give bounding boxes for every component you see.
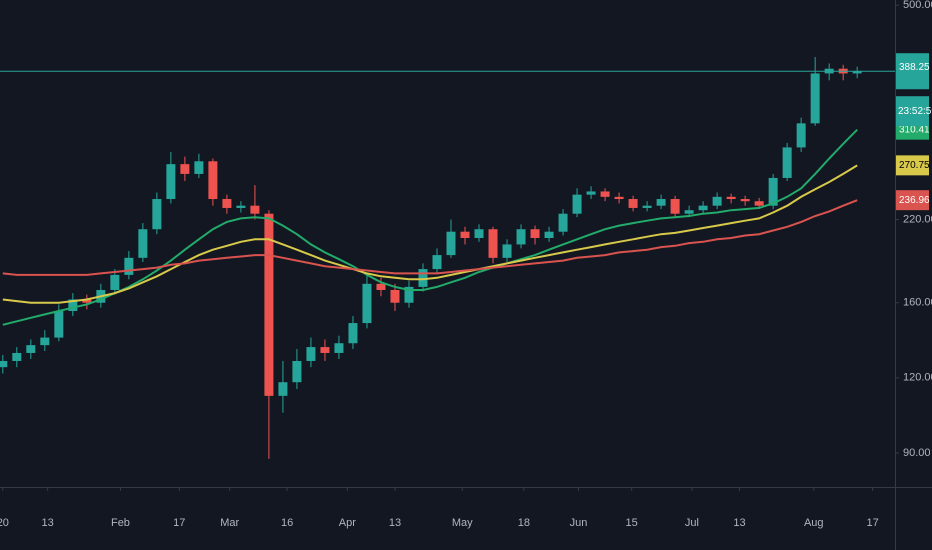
x-tick-label: 13 [389,517,401,529]
candle-body [586,191,596,195]
candle-body [418,269,428,287]
candle-body [40,337,50,346]
x-tick-label: 17 [173,517,185,529]
candle-body [194,161,204,174]
candle-body [656,199,666,206]
candle-body [516,229,526,245]
plot-area [0,56,862,459]
candle-body [320,347,330,353]
countdown-box [896,96,929,127]
moving-average-line [2,164,858,304]
candle-body [138,229,148,258]
candle-body [208,161,218,200]
candle-body [334,343,344,353]
candle-body [348,323,358,344]
candle-body [474,229,484,238]
candle-body [26,345,36,353]
x-tick-label: Jul [685,517,699,529]
candle-body [544,231,554,238]
candle-body [68,299,78,312]
candle-body [768,177,778,206]
series-price-label-box [896,155,929,176]
x-tick-label: 18 [518,517,530,529]
y-tick-label: 90.00 [903,447,931,459]
candle-body [446,231,456,256]
candle-body [362,283,372,324]
x-tick-label: 17 [866,517,878,529]
candle-body [166,164,176,200]
candle-body [614,196,624,200]
candle-body [292,360,302,383]
candle-body [810,73,820,124]
candle-body [54,311,64,338]
candle-body [152,199,162,230]
last-price-label-box [896,53,929,90]
candle-body [740,199,750,202]
candle-body [12,352,22,361]
candle-body [390,289,400,303]
x-tick-label: 15 [626,517,638,529]
candle-body [460,231,470,238]
candle-body [0,360,8,368]
candle-body [82,299,92,303]
x-tick-label: Jun [570,517,588,529]
series-price-label: 310.41 [899,124,930,135]
candle-body [642,205,652,208]
y-tick-label: 220.00 [903,213,932,225]
candle-body [222,199,232,208]
series-price-label: 270.75 [899,160,930,171]
y-tick-label: 160.00 [903,297,932,309]
x-tick-label: 16 [281,517,293,529]
candle-body [278,382,288,396]
candle-body [306,347,316,361]
x-tick-label: Mar [220,517,239,529]
candle-body [180,164,190,174]
x-tick-label: 20 [0,517,9,529]
candle-body [600,191,610,197]
y-tick-label: 120.00 [903,372,932,384]
x-tick-label: May [452,517,473,529]
last-price-label: 388.25 [899,62,930,73]
candle-body [628,199,638,208]
x-tick-label: Aug [804,517,824,529]
candle-body [502,244,512,258]
candle-body [712,196,722,206]
countdown-label: 23:52:59 [898,106,932,117]
candle-body [250,205,260,214]
candle-body [670,199,680,214]
candle-body [572,194,582,214]
candle-body [698,205,708,211]
moving-average-line [2,199,858,276]
candle-body [726,196,736,200]
x-tick-label: 13 [733,517,745,529]
candle-body [124,257,134,275]
candle-body [796,123,806,148]
candle-body [236,205,246,208]
x-tick-label: 13 [41,517,53,529]
candle-body [432,255,442,270]
series-price-label: 236.96 [899,195,930,206]
candle-body [404,286,414,303]
candle-body [264,213,274,396]
moving-average-line [2,128,858,326]
candle-body [684,210,694,214]
candle-body [754,201,764,206]
candle-body [852,71,862,74]
series-price-label-box [896,190,929,211]
x-tick-label: Feb [111,517,130,529]
candle-body [110,274,120,290]
x-tick-label: Apr [339,517,356,529]
candle-body [782,147,792,178]
candle-body [488,229,498,258]
y-tick-label: 500.00 [903,0,932,11]
candle-body [558,213,568,232]
candle-body [530,229,540,238]
candle-body [376,283,386,290]
